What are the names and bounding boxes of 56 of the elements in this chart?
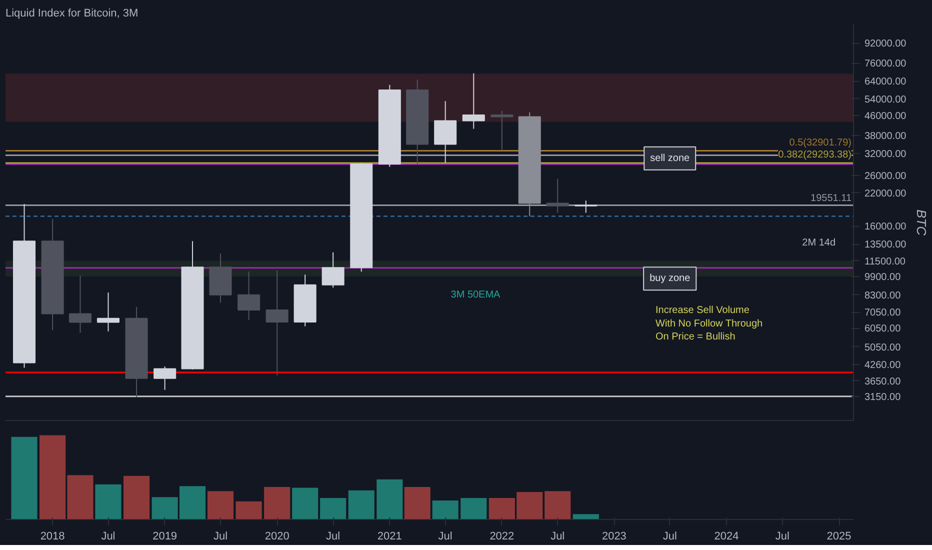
y-tick-label: 32000.00: [864, 149, 907, 160]
y-tick-label: 3650.00: [864, 376, 902, 388]
x-tick-label: Jul: [775, 530, 790, 542]
x-tick-label: Jul: [662, 530, 677, 542]
candlestick: [462, 72, 485, 130]
y-tick-label: 64000.00: [864, 76, 907, 88]
ref-line-label: 0.382(29293.38): [778, 149, 852, 160]
candlestick: [574, 200, 598, 214]
ref-line-label: 19551.11: [810, 192, 852, 204]
x-tick-label: 2025: [826, 530, 852, 542]
annotation: Increase Sell Volume With No Follow Through On Price = Bullish: [656, 305, 763, 342]
annotation: 3M 50EMA: [450, 290, 501, 300]
candlestick: [154, 366, 176, 390]
y-tick-label: 4260.00: [864, 360, 902, 372]
candlestick: [490, 110, 514, 151]
chart-title: Liquid Index for Bitcoin, 3M: [6, 8, 138, 20]
candlestick: [322, 252, 344, 288]
y-tick-label: 92000.00: [864, 38, 907, 50]
y-tick-label: 3150.00: [864, 392, 902, 403]
annotation: buy zone: [650, 273, 691, 284]
y-tick-label: 46000.00: [864, 111, 907, 122]
annotation: sell zone: [650, 152, 690, 164]
candlestick: [238, 271, 260, 321]
x-tick-label: 2020: [264, 530, 290, 542]
y-axis-title: BTC: [914, 210, 930, 236]
y-tick-label: 7050.00: [864, 308, 902, 319]
x-tick-label: 2023: [602, 530, 626, 542]
candlestick: [546, 178, 569, 214]
y-tick-label: 76000.00: [864, 58, 907, 70]
ref-line-label: 0.5(32901.79): [789, 137, 852, 148]
y-tick-label: 16000.00: [864, 222, 907, 233]
x-tick-label: 2019: [152, 530, 178, 542]
x-tick-label: Jul: [213, 530, 228, 542]
x-tick-label: Jul: [550, 530, 565, 542]
y-tick-label: 8300.00: [864, 290, 902, 302]
y-tick-label: 5050.00: [864, 342, 902, 354]
x-tick-label: 2024: [714, 530, 739, 542]
y-tick-label: 13500.00: [864, 240, 907, 251]
x-tick-label: 2022: [490, 530, 514, 542]
y-tick-label: 54000.00: [864, 94, 907, 106]
y-tick-label: 38000.00: [864, 131, 907, 142]
y-tick-label: 6050.00: [864, 324, 902, 335]
candlestick: [68, 275, 92, 334]
x-tick-label: 2021: [377, 530, 402, 542]
y-tick-label: 26000.00: [864, 170, 907, 182]
candlestick: [266, 270, 288, 376]
x-tick-label: Jul: [101, 530, 116, 542]
candlestick: [96, 292, 120, 332]
x-tick-label: Jul: [438, 530, 452, 542]
y-tick-label: 9900.00: [864, 272, 902, 283]
annotation: 2M 14d: [802, 238, 836, 248]
y-tick-label: 22000.00: [864, 188, 907, 200]
x-tick-label: Jul: [326, 530, 340, 542]
candlestick: [434, 100, 457, 164]
x-tick-label: 2018: [40, 530, 65, 542]
y-tick-label: 11500.00: [864, 256, 906, 268]
